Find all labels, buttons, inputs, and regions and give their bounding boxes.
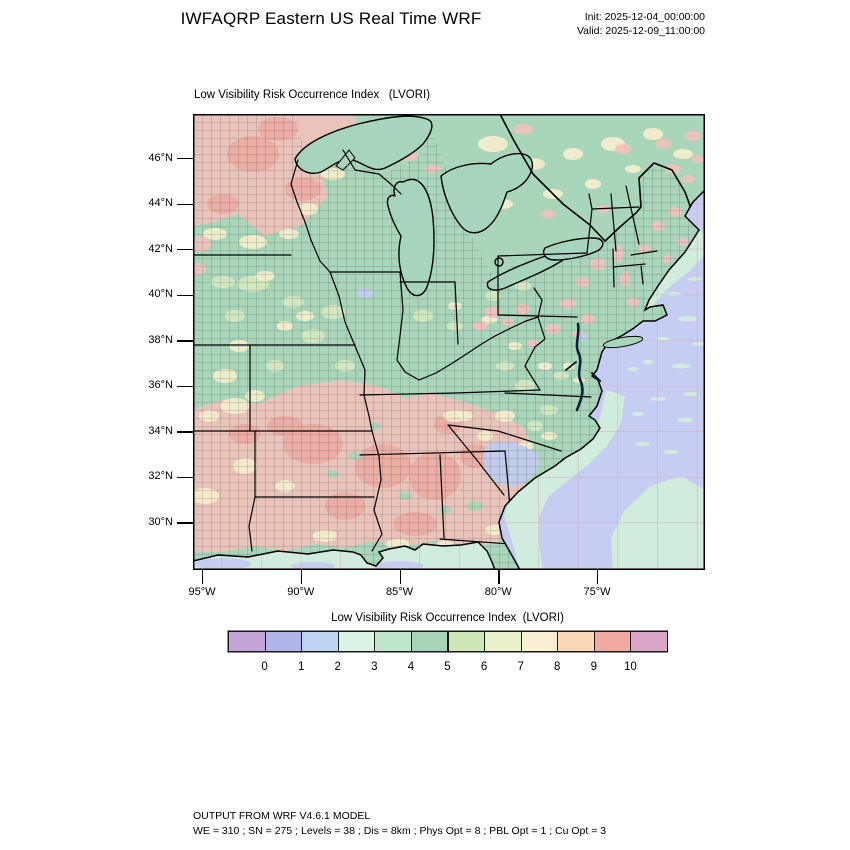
- lat-tick-label: 46°N: [148, 151, 173, 164]
- chesapeake-bay: [565, 322, 602, 412]
- lat-tick-mark: [177, 385, 193, 388]
- lat-tick-label: 40°N: [148, 288, 173, 301]
- lat-tick-mark: [177, 340, 193, 342]
- colorbar-labels: 0 1 2 3 4 5 6 7 8 9 10: [228, 661, 667, 675]
- lon-tick-mark: [498, 570, 500, 584]
- colorbar-cell: [593, 631, 632, 652]
- footer-line1: OUTPUT FROM WRF V4.6.1 MODEL: [193, 810, 371, 822]
- init-time: Init: 2025-12-04_00:00:00: [584, 11, 705, 23]
- lat-tick-mark: [177, 522, 193, 524]
- lat-tick-label: 44°N: [148, 197, 173, 210]
- colorbar: [227, 630, 668, 653]
- lon-tick-mark: [300, 570, 303, 584]
- lon-tick-label: 85°W: [385, 586, 414, 598]
- lon-tick-label: 75°W: [583, 586, 611, 598]
- lat-tick-mark: [177, 294, 193, 297]
- colorbar-cell: [630, 631, 668, 652]
- lake-st-clair: [494, 257, 504, 267]
- lvori-map-svg: [190, 113, 706, 571]
- lat-tick-label: 38°N: [148, 333, 173, 346]
- lon-tick-label: 90°W: [287, 586, 315, 598]
- lat-tick-label: 32°N: [148, 470, 173, 483]
- colorbar-cell: [520, 631, 559, 652]
- colorbar-cell: [410, 631, 449, 652]
- colorbar-tick-label: 9: [590, 661, 598, 673]
- lake-superior: [294, 115, 433, 174]
- lat-tick-label: 36°N: [148, 379, 173, 392]
- colorbar-tick-label: 0: [261, 661, 268, 673]
- lat-tick-mark: [177, 249, 193, 251]
- county-boundaries-overlay: [193, 114, 699, 570]
- lake-huron: [440, 152, 534, 234]
- colorbar-cell: [447, 631, 486, 652]
- lat-tick-label: 30°N: [148, 515, 173, 528]
- colorbar-cell: [337, 631, 376, 652]
- colorbar-tick-label: 6: [480, 661, 488, 673]
- lon-tick-mark: [399, 570, 401, 584]
- map-frame: [193, 114, 705, 570]
- map-area: [190, 113, 706, 571]
- colorbar-cell: [301, 631, 339, 652]
- colorbar-tick-label: 4: [407, 661, 415, 673]
- colorbar-tick-label: 5: [444, 661, 451, 673]
- long-island: [602, 335, 644, 349]
- lat-tick-mark: [177, 158, 193, 160]
- lat-tick-mark: [177, 431, 193, 433]
- colorbar-cell: [264, 631, 303, 652]
- keweenaw-peninsula: [335, 149, 356, 171]
- page-title: IWFAQRP Eastern US Real Time WRF: [180, 9, 482, 28]
- state-borders: [192, 113, 700, 552]
- lat-tick-mark: [177, 203, 193, 205]
- colorbar-cell: [228, 631, 266, 652]
- lon-tick-label: 95°W: [188, 586, 216, 598]
- map-variable-title: Low Visibility Risk Occurrence Index (LV…: [194, 89, 431, 101]
- colorbar-cell: [484, 631, 522, 652]
- colorbar-tick-label: 7: [517, 661, 524, 673]
- colorbar-cell: [374, 631, 412, 652]
- colorbar-tick-label: 8: [554, 661, 561, 673]
- colorbar-tick-label: 10: [624, 661, 637, 673]
- colorbar-cell: [557, 631, 595, 652]
- colorbar-tick-label: 3: [371, 661, 378, 673]
- lat-tick-label: 42°N: [148, 242, 173, 255]
- colorbar-tick-label: 2: [334, 661, 341, 673]
- model-config-footer: OUTPUT FROM WRF V4.6.1 MODEL WE = 310 ; …: [193, 809, 606, 838]
- lat-tick-label: 34°N: [148, 424, 173, 437]
- lat-tick-mark: [177, 476, 193, 479]
- lon-tick-label: 80°W: [484, 586, 512, 598]
- colorbar-tick-label: 1: [297, 661, 305, 673]
- model-run-times: Init: 2025-12-04_00:00:00 Valid: 2025-12…: [577, 11, 705, 38]
- colorbar-title: Low Visibility Risk Occurrence Index (LV…: [331, 612, 564, 624]
- lon-tick-mark: [202, 570, 204, 584]
- lon-tick-mark: [597, 570, 599, 584]
- footer-line2: WE = 310 ; SN = 275 ; Levels = 38 ; Dis …: [193, 824, 607, 837]
- lake-michigan: [386, 178, 435, 297]
- valid-time: Valid: 2025-12-09_11:00:00: [576, 24, 705, 37]
